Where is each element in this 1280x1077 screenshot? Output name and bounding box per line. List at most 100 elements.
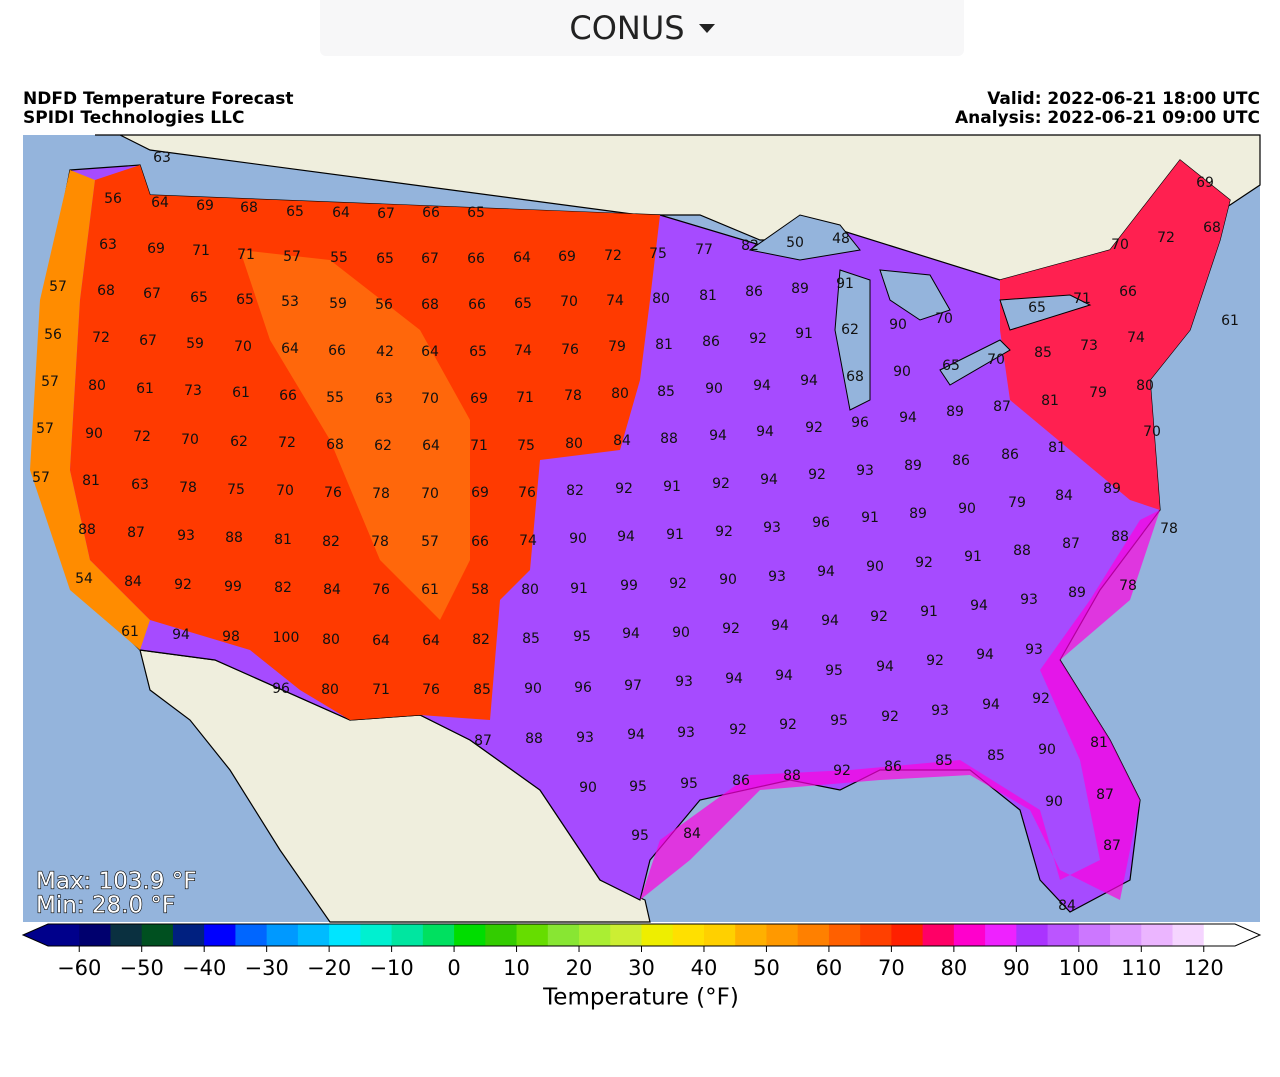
temperature-label: 76 xyxy=(422,682,440,698)
temperature-label: 94 xyxy=(899,410,917,426)
colorbar-bin xyxy=(360,924,393,946)
analysis-time: Analysis: 2022-06-21 09:00 UTC xyxy=(955,108,1260,128)
temperature-label: 89 xyxy=(904,458,922,474)
temperature-label: 96 xyxy=(272,681,290,697)
temperature-label: 93 xyxy=(1020,592,1038,608)
dropdown-caret xyxy=(698,23,715,33)
temperature-label: 57 xyxy=(32,470,50,486)
temperature-label: 65 xyxy=(467,205,485,221)
temperature-label: 87 xyxy=(127,525,145,541)
temperature-label: 89 xyxy=(1103,481,1121,497)
temperature-label: 89 xyxy=(791,281,809,297)
temperature-label: 82 xyxy=(472,632,490,648)
temperature-label: 92 xyxy=(808,467,826,483)
temperature-label: 68 xyxy=(326,437,344,453)
colorbar-bin xyxy=(1172,924,1205,946)
temperature-label: 94 xyxy=(627,727,645,743)
temperature-label: 59 xyxy=(186,336,204,352)
temperature-label: 82 xyxy=(741,238,759,254)
temperature-label: 92 xyxy=(805,420,823,436)
temperature-label: 75 xyxy=(227,482,245,498)
temperature-label: 57 xyxy=(421,534,439,550)
colorbar-tick-label: 10 xyxy=(503,956,530,980)
temperature-label: 79 xyxy=(608,339,626,355)
temperature-label: 75 xyxy=(649,246,667,262)
temperature-label: 73 xyxy=(1080,338,1098,354)
temperature-label: 72 xyxy=(1157,230,1175,246)
colorbar-bin xyxy=(235,924,268,946)
colorbar-bin xyxy=(266,924,299,946)
colorbar-bin xyxy=(79,924,111,946)
temperature-label: 70 xyxy=(560,294,578,310)
temperature-label: 90 xyxy=(85,426,103,442)
temperature-label: 86 xyxy=(1001,447,1019,463)
colorbar-tick-label: −20 xyxy=(307,956,351,980)
colorbar-tick-label: 120 xyxy=(1184,956,1224,980)
temperature-label: 81 xyxy=(655,337,673,353)
colorbar-bin xyxy=(391,924,424,946)
temperature-label: 96 xyxy=(851,415,869,431)
temperature-label: 90 xyxy=(705,381,723,397)
temperature-label: 94 xyxy=(756,424,774,440)
temperature-label: 55 xyxy=(330,250,348,266)
colorbar-bin xyxy=(891,924,924,946)
colorbar-bin xyxy=(579,924,611,946)
colorbar-tick-label: 20 xyxy=(566,956,593,980)
temperature-label: 64 xyxy=(422,633,440,649)
temperature-label: 64 xyxy=(332,205,350,221)
temperature-label: 80 xyxy=(565,436,583,452)
temperature-label: 95 xyxy=(631,828,649,844)
temperature-label: 57 xyxy=(36,421,54,437)
temperature-label: 88 xyxy=(660,431,678,447)
temperature-label: 95 xyxy=(830,713,848,729)
temperature-label: 74 xyxy=(514,343,532,359)
temperature-label: 65 xyxy=(236,292,254,308)
colorbar-bin xyxy=(860,924,892,946)
temperature-label: 93 xyxy=(768,569,786,585)
region-dropdown[interactable]: CONUS xyxy=(320,0,964,56)
temperature-label: 87 xyxy=(474,733,492,749)
colorbar-bin xyxy=(828,924,861,946)
temperature-label: 65 xyxy=(514,296,532,312)
temperature-label: 92 xyxy=(779,717,797,733)
colorbar-bin xyxy=(110,924,143,946)
temperature-label: 70 xyxy=(234,339,252,355)
temperature-label: 90 xyxy=(719,572,737,588)
temperature-label: 92 xyxy=(712,476,730,492)
temperature-label: 94 xyxy=(622,626,640,642)
temperature-label: 94 xyxy=(876,659,894,675)
temperature-label: 71 xyxy=(1073,291,1091,307)
temperature-label: 68 xyxy=(421,297,439,313)
temperature-label: 84 xyxy=(613,433,631,449)
temperature-label: 63 xyxy=(375,391,393,407)
temperature-label: 90 xyxy=(1038,742,1056,758)
temperature-label: 90 xyxy=(524,681,542,697)
colorbar-bin xyxy=(204,924,236,946)
temperature-label: 89 xyxy=(946,404,964,420)
dropdown-label: CONUS xyxy=(569,9,685,47)
temperature-label: 95 xyxy=(573,629,591,645)
temperature-label: 86 xyxy=(732,773,750,789)
colorbar-tick-label: 70 xyxy=(878,956,905,980)
coastal-warm xyxy=(30,170,150,650)
temperature-label: 65 xyxy=(1028,300,1046,316)
temperature-label: 91 xyxy=(795,326,813,342)
colorbar-tick-label: 40 xyxy=(691,956,718,980)
colorbar-bin xyxy=(672,924,705,946)
temperature-label: 61 xyxy=(121,624,139,640)
colorbar-bin xyxy=(141,924,174,946)
temperature-label: 58 xyxy=(471,582,489,598)
temperature-label: 81 xyxy=(1090,735,1108,751)
colorbar-bin xyxy=(922,924,955,946)
temperature-label: 63 xyxy=(153,150,171,166)
map-source: SPIDI Technologies LLC xyxy=(23,108,244,128)
temperature-label: 94 xyxy=(771,618,789,634)
colorbar-bin xyxy=(454,924,486,946)
temperature-label: 86 xyxy=(745,284,763,300)
temperature-label: 95 xyxy=(629,779,647,795)
great-lakes xyxy=(748,214,1092,411)
colorbar-tick-label: −40 xyxy=(182,956,226,980)
temperature-label: 94 xyxy=(753,378,771,394)
temperature-label: 80 xyxy=(1136,378,1154,394)
